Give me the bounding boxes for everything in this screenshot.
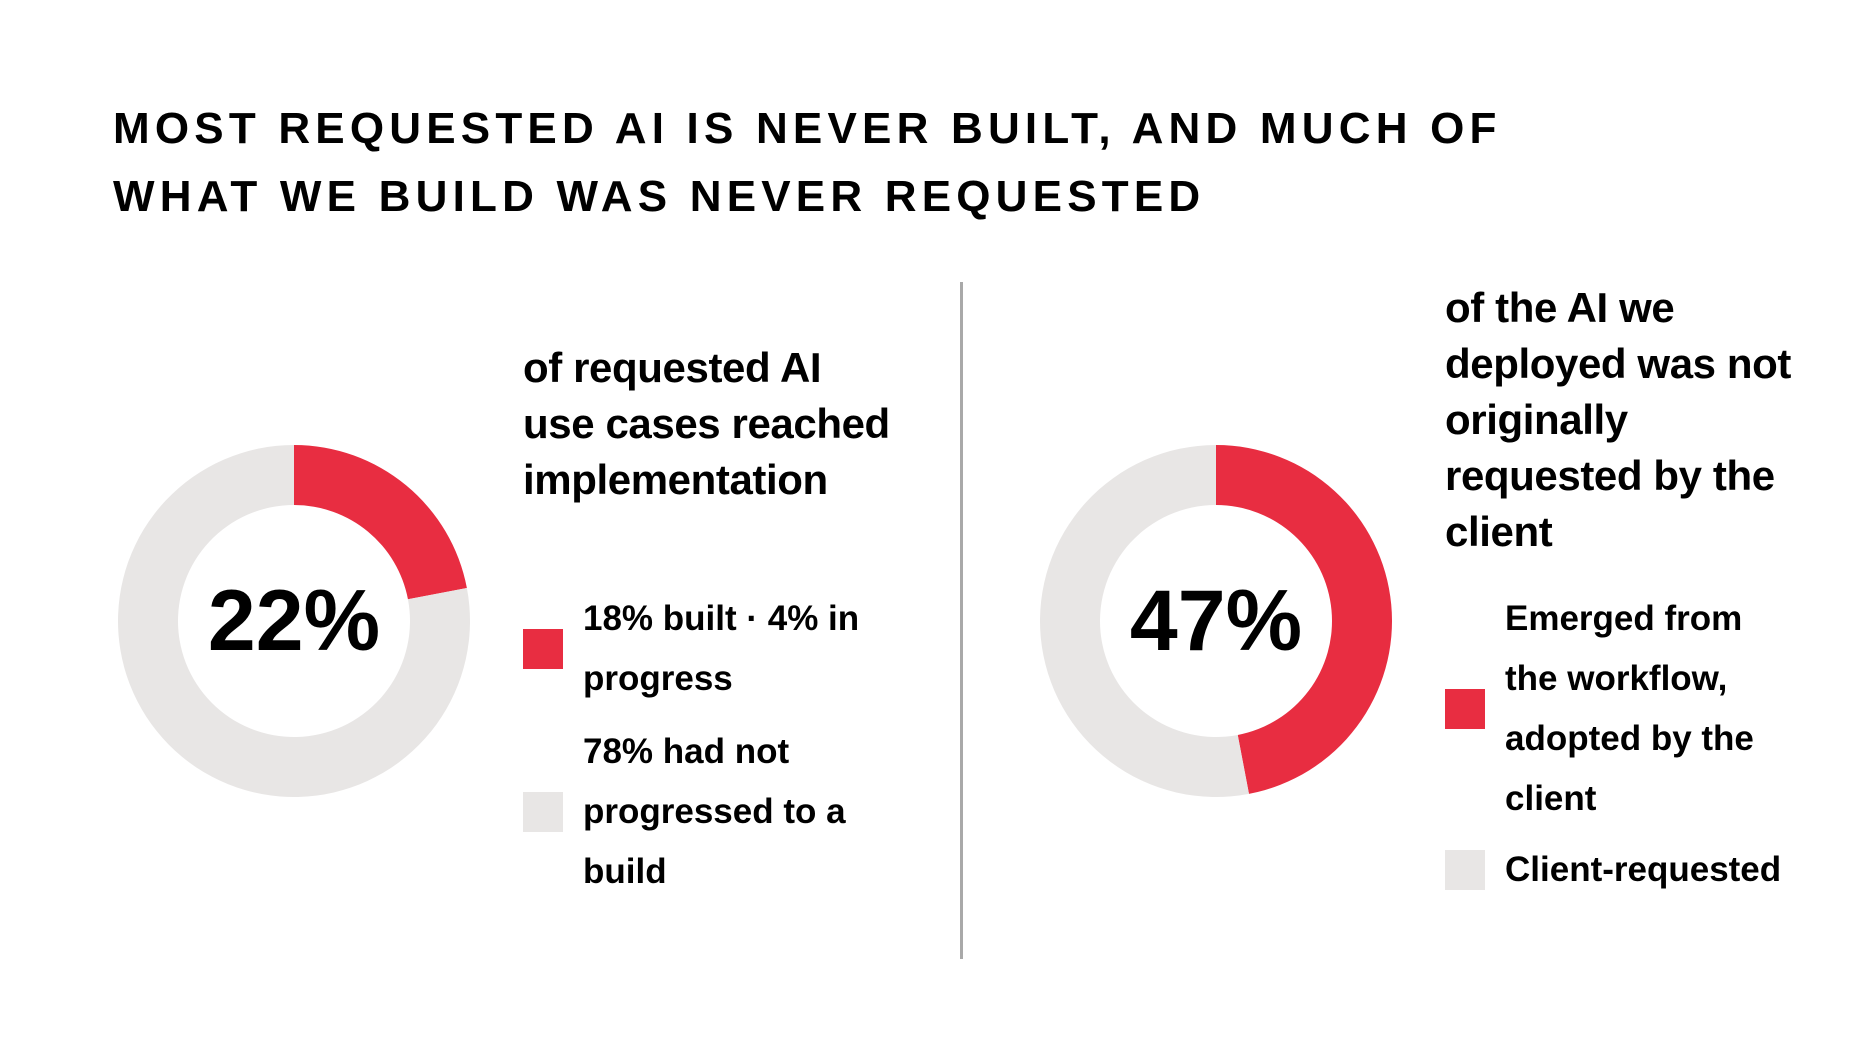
- legend-label: 18% built · 4% in progress: [583, 599, 860, 698]
- legend-label: Client-requested: [1505, 850, 1782, 889]
- legend-swatch: [1445, 689, 1485, 729]
- donut-svg: [1040, 445, 1392, 797]
- donut-center-label: 47%: [1129, 572, 1303, 669]
- donut-slice-remainder: [1040, 445, 1249, 797]
- chart-title: MOST REQUESTED AI IS NEVER BUILT, AND MU…: [113, 95, 1793, 231]
- legend-item-emerged: Emerged from the workflow, adopted by th…: [1445, 589, 1795, 829]
- donut-svg: [118, 445, 470, 797]
- chart-heading: of requested AI use cases reached implem…: [523, 344, 890, 503]
- donut-chart-implemented: 22%: [118, 445, 470, 797]
- panel-divider: [960, 282, 963, 959]
- donut-slice-remainder: [118, 445, 470, 797]
- donut-center-label: 22%: [207, 572, 381, 669]
- donut-slice-highlight: [294, 445, 467, 600]
- legend-item-built: 18% built · 4% in progress: [523, 589, 873, 709]
- chart-heading: of the AI we deployed was not originally…: [1445, 284, 1791, 555]
- legend-label: 78% had not progressed to a build: [583, 732, 846, 891]
- title-line-1: MOST REQUESTED AI IS NEVER BUILT, AND MU…: [113, 104, 1502, 153]
- title-line-2: WHAT WE BUILD WAS NEVER REQUESTED: [113, 172, 1206, 221]
- legend-swatch: [1445, 850, 1485, 890]
- legend-swatch: [523, 629, 563, 669]
- legend-swatch: [523, 792, 563, 832]
- donut-chart-not-requested: 47%: [1040, 445, 1392, 797]
- legend-item-client-requested: Client-requested: [1445, 840, 1795, 900]
- legend-item-not-progressed: 78% had not progressed to a build: [523, 722, 873, 902]
- donut-slice-highlight: [1216, 445, 1392, 794]
- legend-label: Emerged from the workflow, adopted by th…: [1505, 599, 1754, 818]
